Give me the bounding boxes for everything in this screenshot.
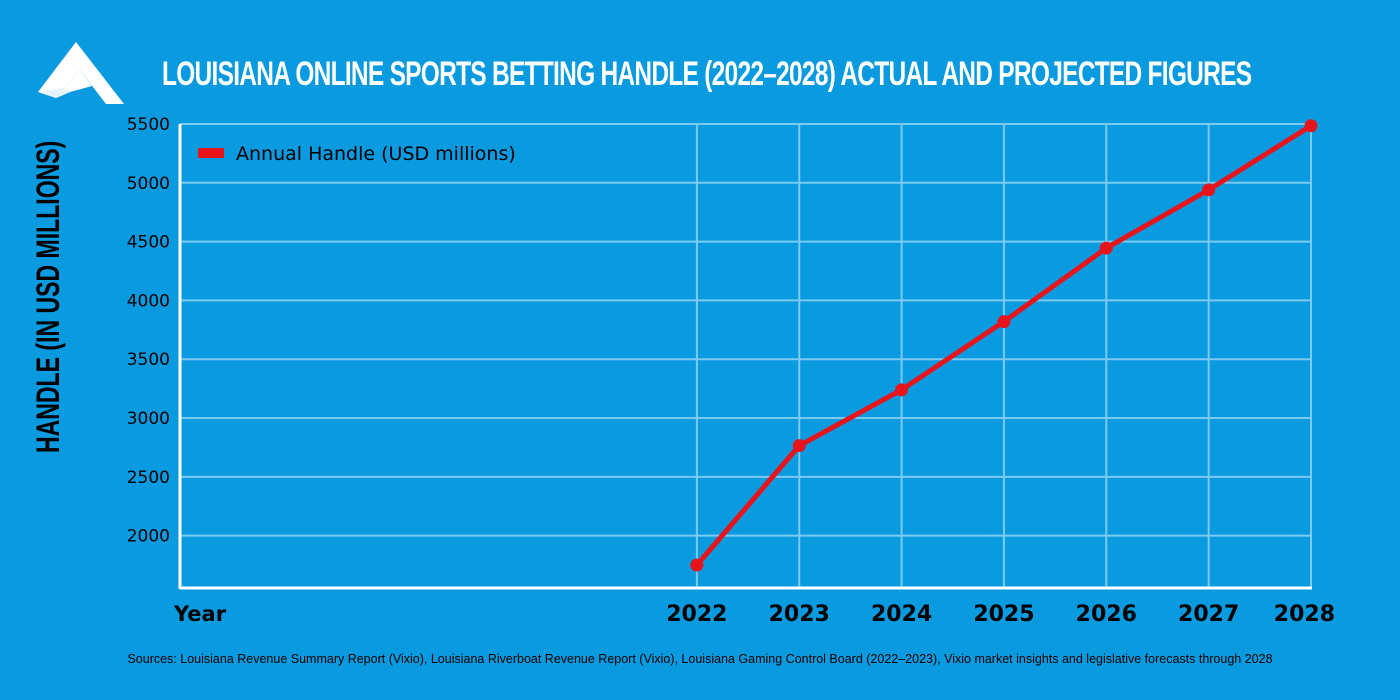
x-tick-label: 2022 <box>666 602 727 627</box>
y-tick-label: 4000 <box>127 291 170 311</box>
data-point-2025 <box>997 315 1011 329</box>
y-tick-label: 3500 <box>127 350 170 370</box>
grid-lines <box>180 123 1312 588</box>
legend-swatch <box>198 148 224 158</box>
axes <box>178 124 1312 590</box>
y-tick-label: 2000 <box>127 527 170 547</box>
y-tick-label: 3000 <box>127 409 170 429</box>
x-tick-label: 2027 <box>1178 602 1239 627</box>
data-point-2026 <box>1099 241 1113 255</box>
y-tick-label: 4500 <box>127 233 170 253</box>
legend: Annual Handle (USD millions) <box>198 143 516 165</box>
triangle-a-logo-icon <box>38 42 124 104</box>
y-tick-label: 5000 <box>127 174 170 194</box>
x-tick-label: 2028 <box>1274 602 1335 627</box>
sources-note: Sources: Louisiana Revenue Summary Repor… <box>127 652 1273 666</box>
data-point-2028 <box>1304 119 1318 133</box>
tick-labels: 2000 2500 3000 3500 4000 4500 5000 5500 2022 2023… <box>127 115 1335 627</box>
data-point-2024 <box>895 383 909 397</box>
legend-label: Annual Handle (USD millions) <box>236 143 516 165</box>
x-tick-label: 2025 <box>973 602 1034 627</box>
x-tick-label: 2023 <box>769 602 830 627</box>
y-tick-label: 2500 <box>127 468 170 488</box>
series <box>690 119 1318 572</box>
data-point-2023 <box>792 439 806 453</box>
x-tick-label: 2026 <box>1076 602 1137 627</box>
x-tick-label: 2024 <box>871 602 932 627</box>
y-tick-label: 5500 <box>127 115 170 135</box>
x-axis-label: Year <box>173 602 227 626</box>
data-point-2027 <box>1202 183 1216 197</box>
data-point-2022 <box>690 558 704 572</box>
